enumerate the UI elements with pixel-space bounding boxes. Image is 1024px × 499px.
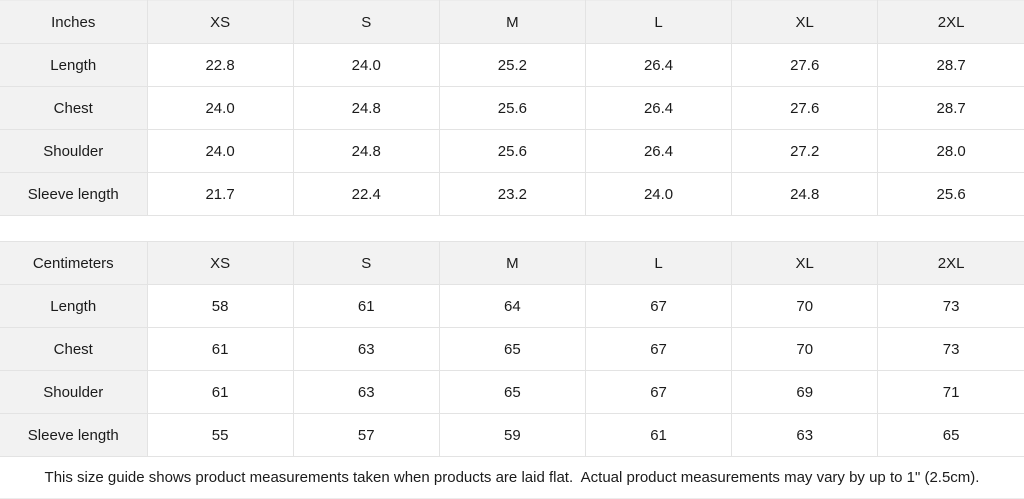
header-cell: M <box>438 0 586 44</box>
table-row: Shoulder 24.0 24.8 25.6 26.4 27.2 28.0 <box>0 129 1024 173</box>
size-value-cell: 57 <box>292 413 440 457</box>
centimeters-header-row: Centimeters XS S M L XL 2XL <box>0 241 1024 285</box>
header-cell: M <box>438 241 586 285</box>
size-value-cell: 22.8 <box>146 43 294 87</box>
size-value-cell: 24.8 <box>731 172 879 216</box>
size-value-cell: 28.0 <box>877 129 1024 173</box>
size-value-cell: 24.8 <box>292 129 440 173</box>
size-value-cell: 24.0 <box>292 43 440 87</box>
size-value-cell: 55 <box>146 413 294 457</box>
size-value-cell: 24.0 <box>146 86 294 130</box>
size-value-cell: 27.2 <box>731 129 879 173</box>
centimeters-table: Centimeters XS S M L XL 2XL Length 58 61 64 67 70 73… <box>0 241 1024 457</box>
inches-header-row: Inches XS S M L XL 2XL <box>0 0 1024 44</box>
row-label-cell: Chest <box>0 86 148 130</box>
header-cell: 2XL <box>877 0 1024 44</box>
size-value-cell: 23.2 <box>438 172 586 216</box>
size-value-cell: 63 <box>292 327 440 371</box>
table-spacer <box>0 216 1024 241</box>
header-cell: 2XL <box>877 241 1024 285</box>
size-value-cell: 24.0 <box>146 129 294 173</box>
size-value-cell: 61 <box>146 327 294 371</box>
size-guide-note: This size guide shows product measuremen… <box>0 457 1024 499</box>
table-row: Length 22.8 24.0 25.2 26.4 27.6 28.7 <box>0 43 1024 87</box>
row-label-cell: Sleeve length <box>0 172 148 216</box>
table-row: Chest 24.0 24.8 25.6 26.4 27.6 28.7 <box>0 86 1024 130</box>
size-value-cell: 65 <box>438 327 586 371</box>
size-value-cell: 24.0 <box>584 172 733 216</box>
size-value-cell: 70 <box>731 327 879 371</box>
header-cell: XL <box>731 241 879 285</box>
size-value-cell: 64 <box>438 284 586 328</box>
row-label-cell: Shoulder <box>0 370 148 414</box>
size-value-cell: 67 <box>584 327 733 371</box>
header-cell: S <box>292 0 440 44</box>
inches-table: Inches XS S M L XL 2XL Length 22.8 24.0 25.2 26.4 2… <box>0 0 1024 216</box>
size-value-cell: 59 <box>438 413 586 457</box>
size-value-cell: 26.4 <box>584 86 733 130</box>
size-value-cell: 71 <box>877 370 1024 414</box>
row-label-cell: Sleeve length <box>0 413 148 457</box>
size-value-cell: 28.7 <box>877 86 1024 130</box>
header-cell: L <box>584 241 733 285</box>
size-value-cell: 27.6 <box>731 43 879 87</box>
header-cell: XS <box>146 0 294 44</box>
size-value-cell: 63 <box>292 370 440 414</box>
size-value-cell: 25.6 <box>438 86 586 130</box>
size-value-cell: 61 <box>146 370 294 414</box>
row-label-cell: Chest <box>0 327 148 371</box>
row-label-cell: Length <box>0 284 148 328</box>
size-value-cell: 67 <box>584 284 733 328</box>
size-value-cell: 73 <box>877 327 1024 371</box>
size-value-cell: 26.4 <box>584 129 733 173</box>
size-value-cell: 25.2 <box>438 43 586 87</box>
size-value-cell: 63 <box>731 413 879 457</box>
row-label-cell: Shoulder <box>0 129 148 173</box>
size-value-cell: 65 <box>438 370 586 414</box>
size-value-cell: 22.4 <box>292 172 440 216</box>
row-label-cell: Length <box>0 43 148 87</box>
size-value-cell: 25.6 <box>877 172 1024 216</box>
size-value-cell: 61 <box>584 413 733 457</box>
header-cell: Inches <box>0 0 148 44</box>
size-value-cell: 70 <box>731 284 879 328</box>
size-value-cell: 24.8 <box>292 86 440 130</box>
size-value-cell: 26.4 <box>584 43 733 87</box>
size-value-cell: 27.6 <box>731 86 879 130</box>
table-row: Chest 61 63 65 67 70 73 <box>0 327 1024 371</box>
header-cell: XL <box>731 0 879 44</box>
header-cell: XS <box>146 241 294 285</box>
table-row: Shoulder 61 63 65 67 69 71 <box>0 370 1024 414</box>
size-value-cell: 21.7 <box>146 172 294 216</box>
size-value-cell: 25.6 <box>438 129 586 173</box>
size-value-cell: 69 <box>731 370 879 414</box>
size-value-cell: 28.7 <box>877 43 1024 87</box>
size-value-cell: 61 <box>292 284 440 328</box>
header-cell: S <box>292 241 440 285</box>
table-row: Sleeve length 21.7 22.4 23.2 24.0 24.8 25.6 <box>0 172 1024 216</box>
table-row: Sleeve length 55 57 59 61 63 65 <box>0 413 1024 457</box>
header-cell: L <box>584 0 733 44</box>
size-value-cell: 73 <box>877 284 1024 328</box>
table-row: Length 58 61 64 67 70 73 <box>0 284 1024 328</box>
size-value-cell: 67 <box>584 370 733 414</box>
size-value-cell: 65 <box>877 413 1024 457</box>
header-cell: Centimeters <box>0 241 148 285</box>
size-value-cell: 58 <box>146 284 294 328</box>
